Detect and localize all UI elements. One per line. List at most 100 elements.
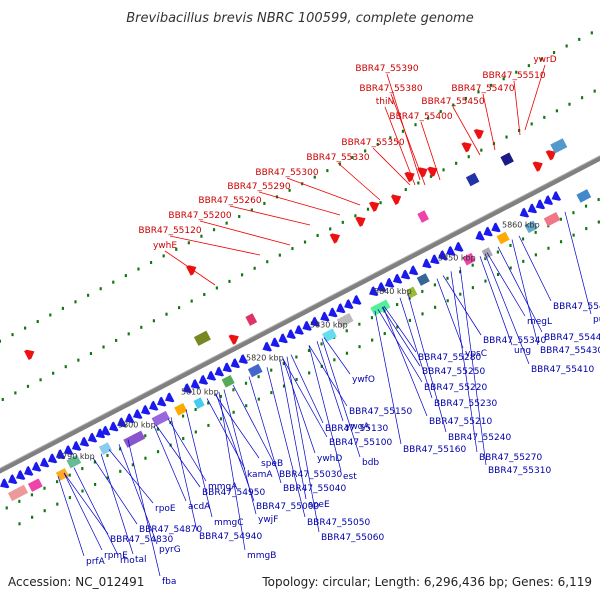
coordinate-dot	[194, 430, 197, 434]
gene-block	[245, 313, 258, 326]
label-leader-line	[450, 271, 478, 453]
coordinate-dot	[320, 342, 323, 346]
reverse-gene-arrow	[543, 195, 554, 205]
label-leader-line	[323, 337, 351, 375]
coordinate-dot	[194, 408, 197, 412]
coordinate-dot	[572, 211, 575, 215]
coordinate-dot	[278, 253, 281, 257]
coordinate-dot	[31, 515, 34, 519]
coordinate-dot	[559, 217, 562, 221]
gene-block	[336, 313, 354, 328]
label-leader-line	[479, 256, 513, 346]
gene-label: BBR47_55470	[451, 84, 514, 94]
label-leader-line	[92, 457, 138, 525]
gene-block	[247, 363, 263, 378]
coordinate-dot	[366, 207, 370, 211]
reverse-gene-arrow	[79, 436, 90, 447]
coordinate-dot	[18, 499, 21, 503]
coordinate-dot	[452, 103, 455, 107]
reverse-gene-arrow	[430, 254, 440, 265]
coordinate-dot	[52, 371, 55, 375]
scale-label: 5800 kbp	[118, 420, 156, 429]
coordinate-dot	[215, 286, 218, 290]
reverse-gene-arrow	[446, 246, 456, 256]
reverse-gene-arrow	[198, 374, 209, 385]
label-leader-line	[372, 147, 411, 186]
coordinate-dot	[219, 394, 222, 398]
coordinate-dot	[11, 333, 14, 337]
forward-gene-arrow	[532, 161, 543, 172]
coordinate-dot	[341, 220, 344, 224]
coordinate-dot	[26, 384, 30, 388]
reverse-gene-arrow	[352, 295, 362, 305]
label-leader-line	[459, 266, 487, 466]
coordinate-dot	[427, 116, 430, 120]
coordinate-dot	[509, 243, 512, 247]
coordinate-dot	[559, 240, 563, 244]
label-leader-line	[248, 376, 282, 484]
coordinate-dot	[338, 162, 342, 166]
gene-block	[7, 484, 29, 502]
reverse-gene-arrow	[527, 203, 538, 214]
coordinate-dot	[140, 325, 143, 329]
coordinate-dot	[597, 198, 600, 202]
coordinate-dot	[530, 122, 533, 126]
coordinate-dot	[484, 279, 487, 283]
gene-block	[322, 328, 337, 342]
forward-gene-arrow	[390, 194, 402, 205]
gene-label: speB	[261, 459, 283, 469]
reverse-gene-arrow	[109, 421, 119, 432]
label-leader-line	[382, 306, 428, 417]
coordinate-dot	[354, 214, 357, 218]
gene-label: BBR47_55230	[434, 399, 497, 409]
reverse-gene-arrow	[519, 207, 530, 218]
reverse-gene-arrow	[302, 320, 312, 331]
gene-block	[55, 468, 69, 481]
coordinate-dot	[144, 456, 147, 460]
gene-label: ywjF	[258, 515, 278, 525]
coordinate-dot	[282, 362, 285, 366]
coordinate-dot	[471, 286, 474, 290]
scale-label: 5820 kbp	[246, 354, 284, 363]
coordinate-dot	[414, 123, 417, 127]
forward-gene-arrow	[369, 201, 380, 212]
coordinate-dot	[68, 473, 71, 477]
label-leader-line	[390, 93, 426, 186]
coordinate-dot	[190, 299, 193, 303]
gene-label: BBR47_55400	[389, 112, 452, 122]
gene-label: BBR47_55260	[198, 196, 261, 206]
scale-label: 5810 kbp	[181, 388, 219, 397]
reverse-gene-arrow	[491, 222, 501, 233]
gene-label: ywrD	[533, 55, 556, 65]
gene-label: BBR47_55510	[482, 71, 545, 81]
coordinate-dot	[219, 417, 223, 421]
gene-label: BBR47_55200	[168, 211, 231, 221]
gene-label: BBR47_54870	[139, 525, 202, 535]
coordinate-dot	[203, 293, 206, 297]
coordinate-dot	[417, 181, 420, 185]
coordinate-dot	[232, 388, 235, 392]
coordinate-dot	[358, 345, 361, 349]
reverse-gene-arrow	[190, 379, 201, 389]
gene-label: BBR47_55150	[349, 407, 412, 417]
gene-label: rho	[120, 556, 135, 566]
gene-label: BBR47_55030	[279, 470, 342, 480]
coordinate-dot	[543, 115, 546, 119]
gene-label: BBR47_55330	[306, 153, 369, 163]
label-leader-line	[100, 453, 134, 555]
gene-label: thiN	[376, 97, 394, 107]
label-leader-line	[63, 472, 103, 551]
gene-label: BBR47_55290	[227, 182, 290, 192]
coordinate-dot	[282, 384, 286, 388]
coordinate-dot	[307, 348, 311, 352]
label-leader-line	[118, 444, 158, 545]
coordinate-dot	[320, 364, 323, 368]
coordinate-dot	[404, 188, 407, 192]
gene-label: BBR47_55460	[553, 302, 600, 312]
label-leader-line	[286, 356, 320, 533]
accession-text: Accession: NC_012491	[8, 575, 144, 589]
reverse-gene-arrow	[55, 449, 66, 460]
gene-block	[465, 172, 480, 187]
label-leader-line	[452, 106, 481, 156]
coordinate-dot	[345, 351, 349, 355]
